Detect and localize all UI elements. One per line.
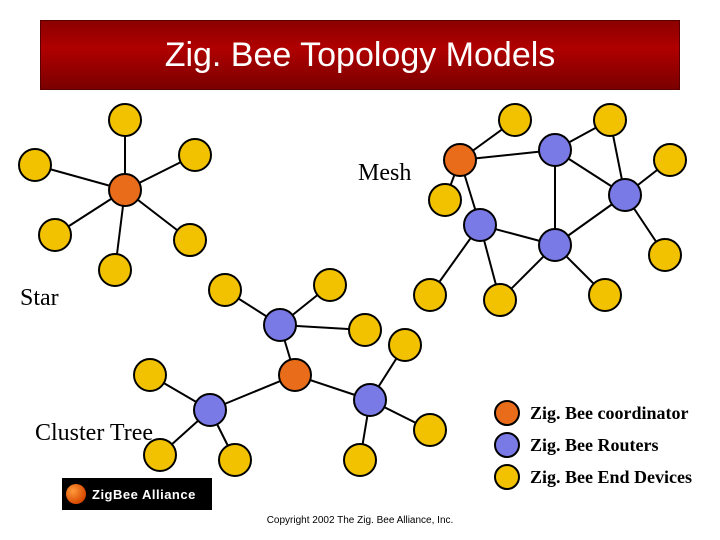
edge (225, 290, 280, 325)
zigbee-alliance-logo: ZigBee Alliance (62, 478, 212, 510)
mesh-label: Mesh (358, 160, 411, 187)
node-end_device (344, 444, 376, 476)
node-end_device (109, 104, 141, 136)
node-router (539, 229, 571, 261)
copyright-text: Copyright 2002 The Zig. Bee Alliance, In… (267, 515, 454, 526)
node-router (609, 179, 641, 211)
node-coordinator (279, 359, 311, 391)
title-banner: Zig. Bee Topology Models (40, 20, 680, 90)
legend-label-routers: Zig. Bee Routers (530, 435, 658, 456)
logo-orb-icon (66, 484, 86, 504)
edge (625, 160, 670, 195)
legend: Zig. Bee coordinator Zig. Bee Routers Zi… (494, 400, 692, 496)
node-end_device (484, 284, 516, 316)
legend-swatch-routers (494, 432, 520, 458)
edge (210, 410, 235, 460)
edge (280, 325, 365, 330)
edge (445, 160, 460, 200)
node-router (354, 384, 386, 416)
node-end_device (649, 239, 681, 271)
node-end_device (219, 444, 251, 476)
edge (480, 225, 555, 245)
edge (625, 195, 665, 255)
edge (370, 400, 430, 430)
node-router (264, 309, 296, 341)
legend-row-routers: Zig. Bee Routers (494, 432, 692, 458)
node-end_device (179, 139, 211, 171)
node-router (539, 134, 571, 166)
node-end_device (429, 184, 461, 216)
node-end_device (414, 414, 446, 446)
edge (125, 190, 190, 240)
edge (160, 410, 210, 455)
edge (460, 150, 555, 160)
edge (280, 325, 295, 375)
edge (500, 245, 555, 300)
node-coordinator (109, 174, 141, 206)
node-coordinator (444, 144, 476, 176)
node-end_device (174, 224, 206, 256)
node-end_device (39, 219, 71, 251)
edge (125, 155, 195, 190)
node-end_device (314, 269, 346, 301)
node-end_device (589, 279, 621, 311)
legend-label-coordinator: Zig. Bee coordinator (530, 403, 688, 424)
node-end_device (389, 329, 421, 361)
node-end_device (349, 314, 381, 346)
edge (555, 120, 610, 150)
cluster-tree-label: Cluster Tree (35, 420, 153, 447)
edge (210, 375, 295, 410)
node-router (194, 394, 226, 426)
edge (115, 190, 125, 270)
edge (430, 225, 480, 295)
edge (55, 190, 125, 235)
edge (460, 120, 515, 160)
edge (460, 160, 480, 225)
node-end_device (414, 279, 446, 311)
edge (295, 375, 370, 400)
node-end_device (594, 104, 626, 136)
legend-swatch-end-devices (494, 464, 520, 490)
edge (150, 375, 210, 410)
edge (360, 400, 370, 460)
logo-text: ZigBee Alliance (92, 487, 196, 502)
edge (555, 195, 625, 245)
legend-row-coordinator: Zig. Bee coordinator (494, 400, 692, 426)
star-label: Star (20, 285, 59, 312)
legend-swatch-coordinator (494, 400, 520, 426)
edge (370, 345, 405, 400)
page-title: Zig. Bee Topology Models (165, 36, 556, 75)
edge (35, 165, 125, 190)
node-router (464, 209, 496, 241)
edge (610, 120, 625, 195)
node-end_device (99, 254, 131, 286)
node-end_device (134, 359, 166, 391)
legend-row-end-devices: Zig. Bee End Devices (494, 464, 692, 490)
edge (555, 150, 625, 195)
edge (280, 285, 330, 325)
node-end_device (19, 149, 51, 181)
node-end_device (209, 274, 241, 306)
edge (555, 245, 605, 295)
edge (480, 225, 500, 300)
node-end_device (654, 144, 686, 176)
legend-label-end-devices: Zig. Bee End Devices (530, 467, 692, 488)
node-end_device (499, 104, 531, 136)
